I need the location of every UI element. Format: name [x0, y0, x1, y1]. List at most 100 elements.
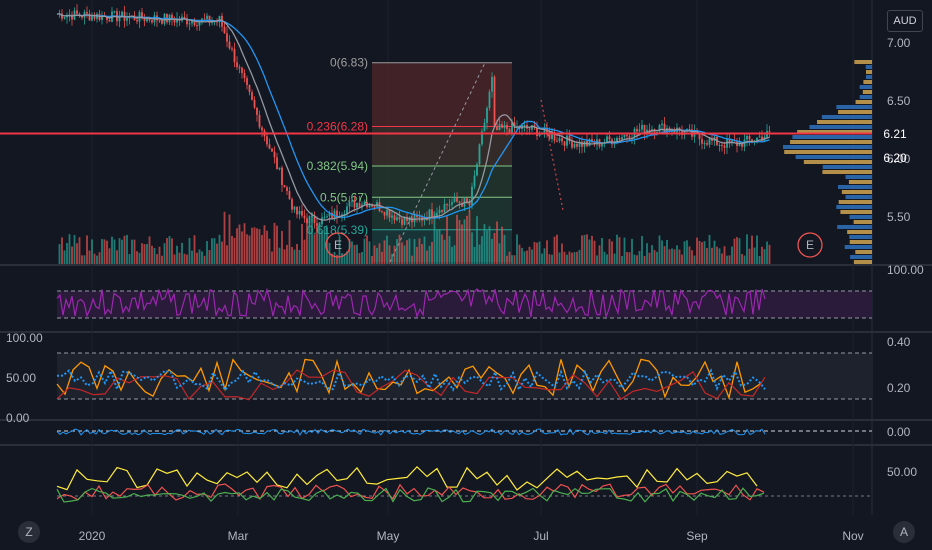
volume-bar	[708, 234, 711, 264]
candle-body	[708, 138, 711, 145]
indicator-series	[56, 483, 765, 501]
candle-body	[136, 20, 138, 22]
volume-bar	[338, 236, 341, 264]
candle-body	[523, 124, 526, 126]
candle-body	[333, 210, 336, 219]
volume-bar	[366, 235, 368, 264]
volume-bar	[533, 241, 536, 264]
candle-body	[236, 62, 238, 68]
volume-bar	[126, 234, 128, 264]
stoch-left-tick: 100.00	[6, 331, 43, 345]
auto-scale-button[interactable]: A	[893, 521, 915, 543]
volume-profile-bar	[845, 195, 872, 199]
volume-bar	[751, 235, 753, 264]
volume-bar	[176, 245, 178, 264]
volume-bar	[266, 230, 268, 264]
candle-body	[456, 197, 458, 202]
candle-body	[391, 215, 393, 218]
volume-bar	[128, 253, 131, 264]
candle-body	[516, 125, 518, 128]
candle-body	[246, 78, 248, 86]
volume-bar	[678, 249, 681, 264]
candle-body	[446, 204, 448, 206]
candle-body	[188, 23, 191, 25]
candle-body	[63, 17, 66, 19]
candle-body	[273, 151, 276, 158]
candle-body	[761, 136, 763, 141]
volume-bar	[683, 241, 686, 264]
candle-body	[268, 144, 271, 149]
price-tag-last-label: 6.21	[883, 127, 907, 141]
volume-profile-bar	[866, 70, 872, 74]
volume-bar	[513, 255, 516, 264]
volume-bar	[641, 235, 643, 264]
candle-body	[641, 124, 643, 130]
candle-body	[478, 144, 481, 165]
candle-body	[151, 20, 153, 23]
earnings-marker-label: E	[334, 238, 342, 252]
volume-bar	[371, 255, 373, 264]
candle-body	[336, 210, 338, 217]
candle-body	[403, 216, 406, 225]
volume-bar	[308, 221, 311, 264]
indicator-series	[56, 487, 765, 503]
candle-body	[371, 204, 373, 207]
volume-bar	[123, 235, 126, 264]
volume-bar	[376, 247, 378, 264]
candle-body	[418, 217, 421, 219]
currency-label[interactable]: AUD	[887, 10, 923, 32]
volume-bar	[333, 251, 336, 264]
candle-body	[556, 140, 558, 142]
candle-body	[718, 144, 721, 146]
volume-bar	[181, 242, 183, 264]
volume-bar	[591, 235, 593, 264]
zoom-button[interactable]: Z	[18, 521, 40, 543]
fibonacci-retracement[interactable]: 0(6.83) 0.236(6.28) 0.382(5.94) 0.5(5.67) 0.…	[307, 56, 512, 263]
volume-bar	[118, 238, 121, 264]
fib-level-label: 0.618(5.39)	[307, 223, 368, 237]
price-candles	[58, 4, 771, 233]
volume-bar	[711, 247, 713, 264]
indicator-series	[56, 428, 766, 436]
price-axis-tick: 5.50	[887, 210, 911, 224]
volume-bar	[201, 251, 203, 264]
volume-bar	[743, 255, 746, 264]
candle-body	[636, 128, 638, 132]
volume-bar	[323, 226, 326, 264]
volume-bar	[516, 234, 518, 264]
candle-body	[348, 201, 351, 207]
earnings-marker	[325, 232, 351, 258]
volume-bar	[526, 250, 528, 264]
volume-bar	[493, 233, 496, 264]
volume-bar	[673, 249, 676, 264]
volume-profile-bar	[854, 60, 872, 64]
volume-bar	[731, 246, 733, 264]
candle-body	[218, 15, 221, 23]
candle-body	[331, 212, 333, 219]
candle-body	[416, 215, 418, 218]
volume-bar	[671, 248, 673, 264]
volume-bar	[66, 242, 68, 264]
candle-body	[723, 145, 726, 148]
volume-bar	[326, 227, 328, 264]
volume-profile-bar	[845, 175, 872, 179]
volume-bar	[388, 245, 391, 264]
volume-bar	[651, 245, 653, 264]
candle-body	[401, 219, 403, 225]
volume-bar	[93, 253, 96, 264]
candle-body	[733, 140, 736, 142]
volume-bar	[108, 248, 111, 264]
volume-bar	[408, 238, 411, 264]
volume-bar	[86, 235, 88, 264]
candle-body	[171, 14, 173, 20]
candle-body	[118, 17, 121, 22]
volume-bar	[553, 236, 556, 264]
volume-profile-bar	[840, 210, 872, 214]
candle-body	[203, 18, 206, 20]
candle-body	[248, 85, 251, 93]
candle-body	[71, 14, 73, 20]
volume-bar	[183, 253, 186, 264]
volume-profile-bar	[848, 180, 872, 184]
